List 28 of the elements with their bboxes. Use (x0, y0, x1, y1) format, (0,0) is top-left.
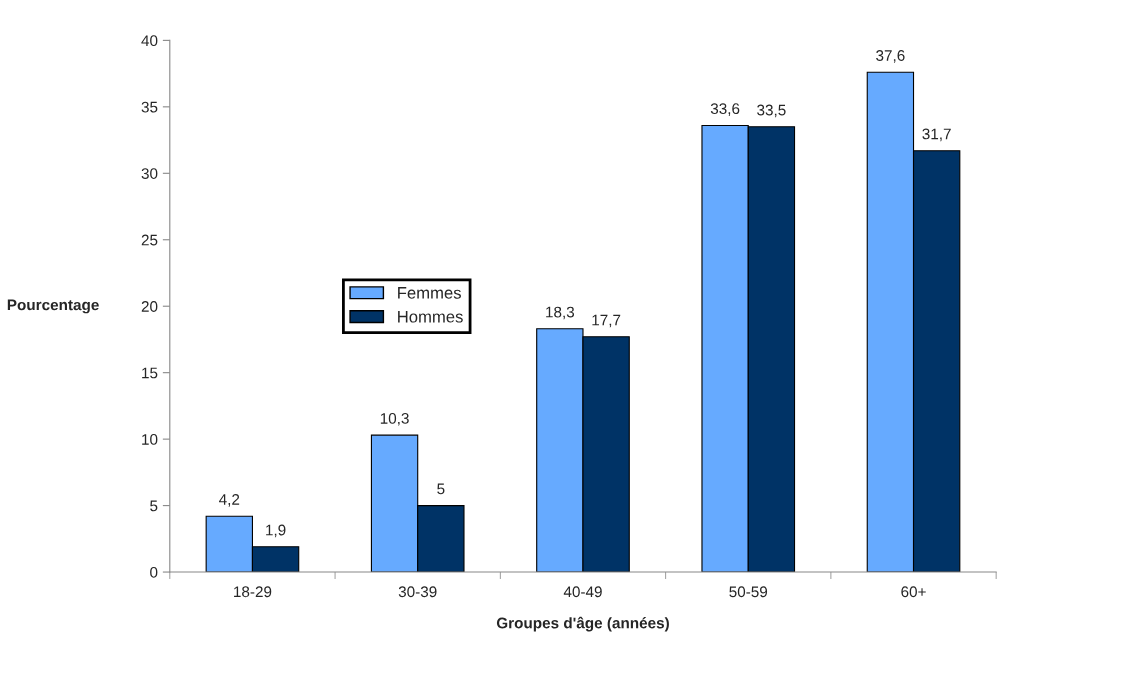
data-label: 31,7 (922, 128, 951, 142)
legend-label: Hommes (398, 310, 463, 323)
y-tick-label: 0 (150, 566, 158, 578)
data-label: 1,9 (266, 524, 286, 538)
data-label: 17,7 (592, 314, 621, 328)
x-tick-label: 30-39 (398, 586, 437, 598)
data-label: 10,3 (380, 412, 409, 426)
data-label: 18,3 (546, 306, 575, 320)
data-label: 33,6 (710, 103, 740, 116)
y-tick-label: 10 (142, 434, 158, 445)
x-tick-label: 18-29 (234, 586, 272, 598)
y-tick-label: 30 (141, 168, 158, 179)
data-label: 4,2 (219, 494, 240, 507)
legend-label: Femmes (398, 287, 461, 299)
y-tick-label: 35 (141, 101, 158, 113)
y-tick-label: 15 (142, 367, 158, 379)
x-tick-label: 60+ (901, 586, 926, 598)
x-tick-label: 40-49 (563, 586, 602, 598)
y-axis-title: Pourcentage (7, 299, 99, 314)
data-label: 37,6 (876, 50, 905, 63)
data-label: 33,5 (757, 104, 786, 118)
y-tick-label: 5 (150, 500, 158, 512)
y-tick-label: 25 (141, 234, 158, 246)
x-tick-label: 50-59 (729, 586, 768, 598)
data-label: 5 (437, 483, 445, 495)
y-tick-label: 20 (141, 301, 158, 312)
x-axis-title: Groupes d'âge (années) (496, 616, 669, 632)
y-tick-label: 40 (141, 35, 158, 47)
